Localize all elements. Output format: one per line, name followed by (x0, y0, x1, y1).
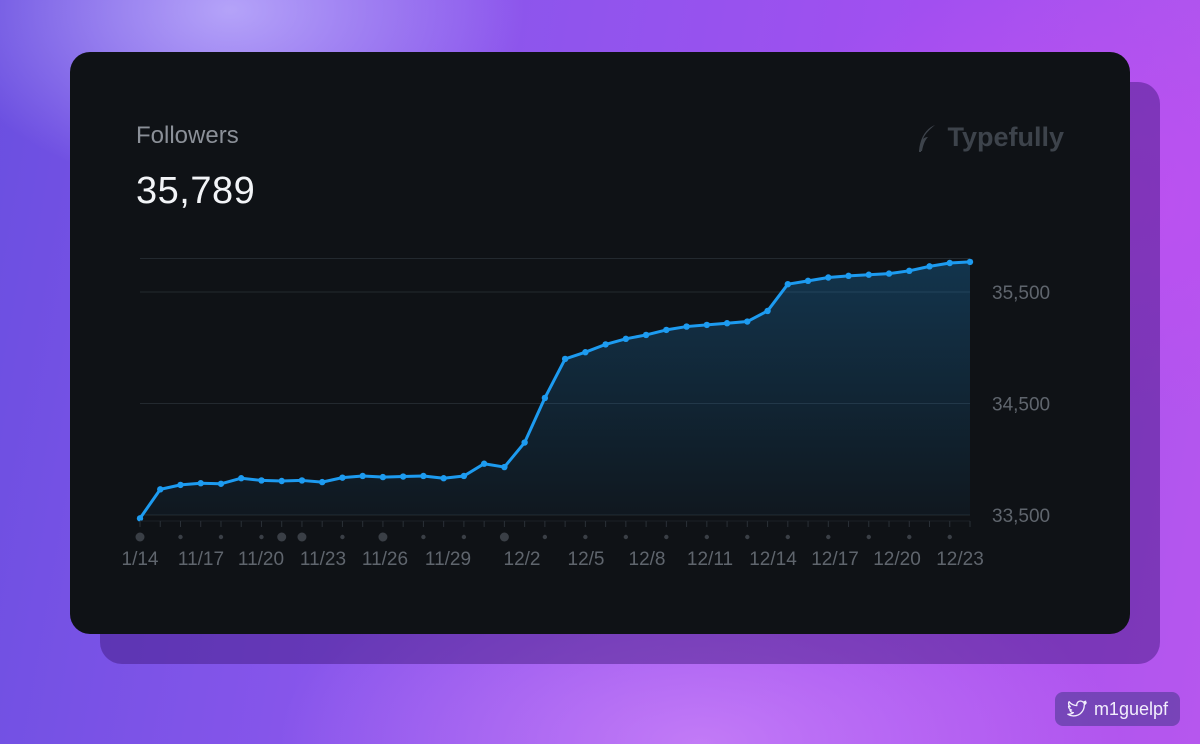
data-point (278, 477, 285, 485)
x-tick-label: 12/8 (629, 549, 666, 570)
x-tick-label: 11/26 (362, 549, 408, 570)
data-point (258, 477, 265, 484)
data-point (865, 271, 872, 278)
data-point (440, 475, 447, 482)
data-point (339, 474, 346, 481)
y-tick-label: 35,500 (992, 283, 1050, 304)
event-marker (259, 534, 264, 540)
event-marker (421, 534, 426, 540)
event-marker (664, 534, 669, 540)
event-marker (218, 534, 224, 540)
data-point (561, 355, 569, 363)
brand-logo: Typefully (915, 122, 1064, 153)
x-tick-label: 12/11 (687, 549, 733, 570)
event-marker (277, 532, 287, 542)
y-tick-label: 33,500 (992, 506, 1050, 527)
data-point (845, 272, 852, 280)
event-marker (461, 534, 467, 540)
event-marker (704, 534, 710, 540)
data-point (177, 481, 184, 489)
event-marker (947, 534, 952, 540)
data-point (885, 270, 893, 277)
data-point (602, 341, 609, 348)
x-tick-label: 12/23 (936, 549, 984, 570)
feather-icon (919, 124, 936, 152)
event-marker (745, 534, 750, 540)
data-point (238, 475, 245, 482)
area-fill (140, 261, 970, 519)
event-marker (340, 534, 345, 540)
x-tick-label: 11/29 (425, 549, 471, 570)
data-point (582, 349, 589, 356)
data-point (764, 307, 771, 315)
follower-count: 35,789 (136, 170, 256, 212)
data-point (157, 486, 164, 493)
data-point (906, 267, 913, 275)
event-marker (135, 532, 145, 542)
data-point (723, 320, 731, 327)
twitter-bird-icon (1067, 700, 1087, 717)
event-marker (623, 534, 629, 540)
data-point (663, 326, 670, 334)
card-title: Followers (136, 122, 239, 149)
followers-card: Followers 35,789 Typefully 33,500 34,500 3… (70, 52, 1130, 634)
x-tick-label: 11/17 (178, 549, 224, 570)
data-point (825, 274, 832, 281)
data-point (703, 321, 711, 329)
data-point (359, 472, 366, 480)
event-marker (499, 532, 509, 542)
event-marker (866, 534, 871, 540)
twitter-handle-badge[interactable]: m1guelpf (1054, 692, 1180, 726)
followers-chart: 33,500 34,500 35,500 1/14 11/17 11/20 11/23 11… (122, 258, 1050, 570)
event-marker (907, 534, 912, 540)
data-point (966, 258, 974, 266)
data-point (379, 473, 387, 481)
data-point (217, 480, 225, 487)
event-marker (785, 534, 791, 540)
data-point (946, 259, 953, 267)
event-marker (178, 534, 183, 540)
x-tick-label: 12/17 (811, 549, 859, 570)
brand-name: Typefully (947, 122, 1064, 152)
data-point (399, 473, 407, 480)
handle-name: m1guelpf (1093, 698, 1168, 719)
x-tick-label: 12/5 (568, 549, 605, 570)
data-point (501, 463, 508, 471)
data-point (318, 478, 326, 486)
data-point (480, 460, 488, 467)
series-line (138, 260, 971, 520)
data-point (926, 263, 933, 270)
data-point (420, 472, 427, 480)
data-point (136, 515, 144, 522)
data-point (197, 480, 204, 487)
event-marker (297, 532, 307, 542)
event-marker (583, 534, 588, 540)
data-point (541, 394, 549, 402)
data-point (744, 318, 751, 325)
event-marker (826, 534, 831, 540)
data-point (642, 331, 650, 339)
data-point (622, 335, 630, 343)
data-point (804, 277, 812, 285)
event-marker (542, 534, 548, 540)
x-tick-label: 12/20 (873, 549, 921, 570)
x-tick-label: 1/14 (122, 549, 159, 570)
data-point (460, 472, 468, 480)
data-point (521, 439, 528, 446)
data-point (683, 323, 690, 330)
x-tick-label: 11/20 (238, 549, 284, 570)
x-tick-label: 11/23 (300, 549, 346, 570)
data-point (298, 477, 306, 484)
data-point (784, 280, 792, 288)
x-tick-label: 12/2 (504, 549, 541, 570)
event-marker (378, 532, 388, 542)
y-tick-label: 34,500 (992, 395, 1050, 416)
x-tick-label: 12/14 (749, 549, 797, 570)
